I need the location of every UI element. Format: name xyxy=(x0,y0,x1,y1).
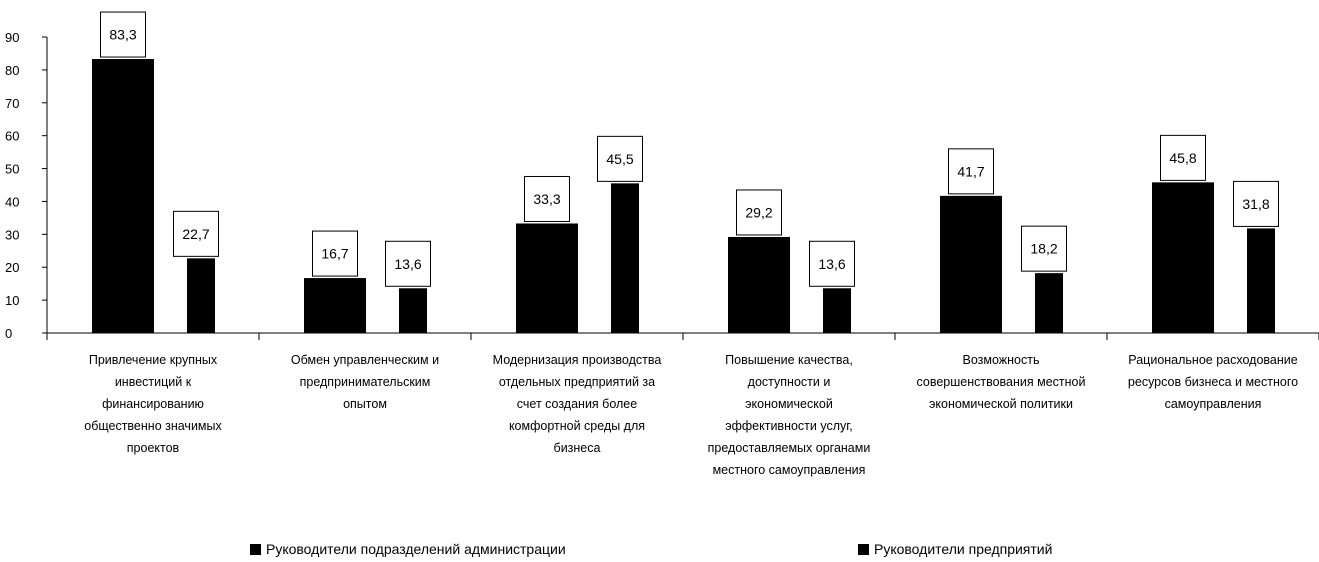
category-label-4: Повышение качества, доступности и экономич… xyxy=(689,349,889,481)
data-label-box-series-1-cat-3 xyxy=(524,175,570,222)
bar-series-2-cat-5 xyxy=(1035,273,1063,333)
data-label-box-series-1-cat-5 xyxy=(948,148,994,195)
data-label-series-2-cat-1: 22,7 xyxy=(182,226,209,242)
data-label-series-2-cat-5: 18,2 xyxy=(1030,241,1057,257)
y-tick-label-20: 20 xyxy=(5,260,19,275)
category-label-4-line-4: эффективности услуг, xyxy=(725,419,853,433)
category-label-3-line-5: бизнеса xyxy=(553,441,601,455)
category-label-4-line-6: местного самоуправления xyxy=(712,463,866,477)
data-label-series-1-cat-1: 83,3 xyxy=(109,27,136,43)
legend-label-series-1: Руководители подразделений администрации xyxy=(266,541,566,557)
category-label-3-line-4: комфортной среды для xyxy=(508,419,646,433)
data-label-box-series-2-cat-4 xyxy=(809,240,855,287)
category-label-1: Привлечение крупных инвестиций к финансиро… xyxy=(53,349,253,459)
y-tick-label-80: 80 xyxy=(5,63,19,78)
bar-series-1-cat-1 xyxy=(92,59,154,334)
category-label-1-line-2: инвестиций к xyxy=(114,375,192,389)
category-label-3: Модернизация производства отдельных предп… xyxy=(477,349,677,459)
data-label-box-series-1-cat-4 xyxy=(736,189,782,236)
data-label-series-1-cat-5: 41,7 xyxy=(957,163,984,179)
category-label-5-line-1: Возможность xyxy=(962,353,1040,367)
category-label-3-line-3: счет создания более xyxy=(516,397,638,411)
data-label-box-series-2-cat-3 xyxy=(597,135,643,182)
legend-item-series-2: Руководители предприятий xyxy=(858,541,1052,557)
data-label-box-series-1-cat-6 xyxy=(1160,134,1206,181)
category-label-1-line-5: проектов xyxy=(126,441,180,455)
data-label-box-series-2-cat-2 xyxy=(385,240,431,287)
bar-series-2-cat-4 xyxy=(823,288,851,333)
category-label-1-line-4: общественно значимых xyxy=(84,419,222,433)
y-tick-label-50: 50 xyxy=(5,162,19,177)
category-label-5: Возможность совершенствования местной экон… xyxy=(901,349,1101,415)
bar-series-2-cat-6 xyxy=(1247,228,1275,333)
bar-series-2-cat-1 xyxy=(187,258,215,333)
bar-series-2-cat-3 xyxy=(611,183,639,333)
data-label-series-2-cat-4: 13,6 xyxy=(818,256,845,272)
category-label-2: Обмен управленческим и предпринимательски… xyxy=(265,349,465,415)
y-tick-label-30: 30 xyxy=(5,227,19,242)
bar-series-2-cat-2 xyxy=(399,288,427,333)
category-label-3-line-1: Модернизация производства xyxy=(492,353,662,367)
category-label-3-line-2: отдельных предприятий за xyxy=(498,375,656,389)
data-label-box-series-2-cat-1 xyxy=(173,210,219,257)
category-label-1-line-1: Привлечение крупных xyxy=(88,353,218,367)
y-tick-label-90: 90 xyxy=(5,30,19,45)
data-label-box-series-2-cat-5 xyxy=(1021,225,1067,272)
data-label-series-1-cat-6: 45,8 xyxy=(1169,150,1196,166)
data-label-series-2-cat-3: 45,5 xyxy=(606,151,633,167)
bar-series-1-cat-3 xyxy=(516,223,578,333)
data-label-series-2-cat-2: 13,6 xyxy=(394,256,421,272)
category-label-6-line-3: самоуправления xyxy=(1164,397,1262,411)
y-tick-label-60: 60 xyxy=(5,129,19,144)
legend-label-series-2: Руководители предприятий xyxy=(874,541,1053,557)
data-label-series-1-cat-2: 16,7 xyxy=(321,246,348,262)
data-label-series-1-cat-3: 33,3 xyxy=(533,191,560,207)
y-tick-label-0: 0 xyxy=(5,326,12,341)
data-label-box-series-1-cat-2 xyxy=(312,230,358,277)
category-label-5-line-2: совершенствования местной xyxy=(916,375,1086,389)
category-label-2-line-2: предпринимательским xyxy=(299,375,431,389)
category-label-2-line-3: опытом xyxy=(343,397,387,411)
category-label-2-line-1: Обмен управленческим и xyxy=(290,353,440,367)
data-label-series-2-cat-6: 31,8 xyxy=(1242,196,1269,212)
y-tick-label-10: 10 xyxy=(5,293,19,308)
y-tick-label-40: 40 xyxy=(5,194,19,209)
legend-swatch-series-2 xyxy=(858,543,869,555)
category-label-1-line-3: финансированию xyxy=(102,397,204,411)
category-label-6-line-1: Рациональное расходование xyxy=(1128,353,1298,367)
y-tick-label-70: 70 xyxy=(5,96,19,111)
bar-series-1-cat-2 xyxy=(304,278,366,333)
bar-series-1-cat-6 xyxy=(1152,182,1214,333)
category-label-6-line-2: ресурсов бизнеса и местного xyxy=(1127,375,1299,389)
category-label-4-line-1: Повышение качества, xyxy=(725,353,853,367)
bar-series-1-cat-4 xyxy=(728,236,790,333)
category-label-4-line-5: предоставляемых органами xyxy=(707,441,871,455)
category-label-6: Рациональное расходование ресурсов бизнес… xyxy=(1113,349,1313,415)
category-label-4-line-3: экономической xyxy=(745,397,833,411)
category-label-5-line-3: экономической политики xyxy=(929,397,1073,411)
data-label-box-series-1-cat-1 xyxy=(100,11,146,58)
data-label-series-1-cat-4: 29,2 xyxy=(745,204,772,220)
legend-item-series-1: Руководители подразделений администрации xyxy=(250,541,566,557)
legend-swatch-series-1 xyxy=(250,543,261,555)
category-label-4-line-2: доступности и xyxy=(747,375,831,389)
bar-series-1-cat-5 xyxy=(940,195,1002,333)
data-label-box-series-2-cat-6 xyxy=(1233,180,1279,227)
